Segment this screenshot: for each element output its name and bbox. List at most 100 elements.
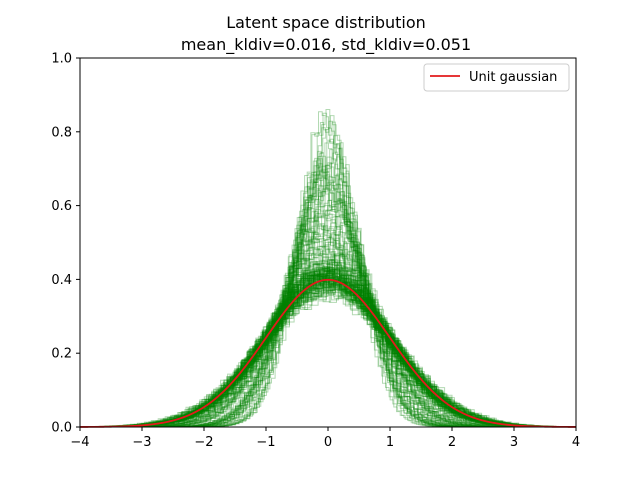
y-tick-label: 0.8 <box>51 125 72 140</box>
x-tick-label: 3 <box>510 435 518 450</box>
x-tick-label: −3 <box>132 435 151 450</box>
histogram-step <box>135 224 521 428</box>
histogram-step <box>120 225 523 428</box>
histogram-step <box>192 120 463 428</box>
legend: Unit gaussian <box>423 63 570 92</box>
x-tick-label: −4 <box>70 435 89 450</box>
histogram-step <box>79 279 577 428</box>
histogram-step <box>79 281 577 428</box>
x-axis: −4 −3 −2 −1 0 1 2 3 4 <box>70 427 580 450</box>
histogram-step <box>137 224 515 428</box>
histogram-step <box>79 275 577 428</box>
series-line-unit-gaussian <box>80 278 576 428</box>
histogram-step <box>127 232 526 428</box>
plot-area <box>79 57 577 428</box>
histogram-step <box>79 279 577 428</box>
histogram-step <box>82 267 575 428</box>
histogram-step <box>80 265 576 428</box>
histogram-step <box>79 290 577 428</box>
histogram-step <box>197 127 471 428</box>
y-tick-label: 0.6 <box>51 199 72 214</box>
histogram-step <box>183 149 474 428</box>
histogram-step <box>99 245 553 428</box>
histogram-step <box>127 232 529 428</box>
histogram-step <box>86 259 558 428</box>
histogram-step <box>178 162 477 428</box>
histogram-step <box>161 198 491 428</box>
x-tick-label: 2 <box>448 435 456 450</box>
histogram-step <box>117 241 556 428</box>
histogram-step <box>117 245 545 428</box>
histogram-step <box>164 156 473 428</box>
histogram-step <box>79 284 577 428</box>
histogram-step <box>79 277 576 428</box>
histogram-step <box>80 268 573 428</box>
histogram-step <box>115 243 554 428</box>
histogram-step <box>132 222 528 428</box>
histogram-step <box>191 138 478 428</box>
histogram-step <box>79 280 577 428</box>
histogram-step <box>79 276 577 428</box>
histogram-step <box>79 274 577 428</box>
chart-subtitle: mean_kldiv=0.016, std_kldiv=0.051 <box>181 35 471 55</box>
x-tick-label: 0 <box>324 435 332 450</box>
histogram-step <box>80 274 576 428</box>
histogram-step <box>107 256 562 428</box>
histogram-step <box>84 265 576 428</box>
histogram-step <box>79 287 577 428</box>
y-tick-label: 1.0 <box>51 52 72 67</box>
histogram-group <box>79 109 577 428</box>
histogram-step <box>82 269 563 428</box>
histogram-step <box>194 143 479 428</box>
histogram-step <box>90 264 576 428</box>
histogram-step <box>151 205 513 428</box>
x-tick-label: −2 <box>194 435 213 450</box>
histogram-step <box>108 246 533 428</box>
x-tick-label: −1 <box>256 435 275 450</box>
histogram-step <box>118 239 542 428</box>
histogram-step <box>137 220 516 428</box>
histogram-step <box>132 233 526 428</box>
histogram-step <box>80 267 576 428</box>
histogram-step <box>101 255 564 428</box>
histogram-step <box>186 109 466 428</box>
histogram-step <box>79 275 577 428</box>
histogram-step <box>197 116 454 428</box>
histogram-step <box>198 112 456 428</box>
histogram-step <box>89 266 570 428</box>
histogram-step <box>86 261 573 428</box>
histogram-step <box>80 269 574 428</box>
y-axis: 0.0 0.2 0.4 0.6 0.8 1.0 <box>51 52 80 436</box>
histogram-step <box>79 283 577 428</box>
histogram-step <box>165 189 503 428</box>
histogram-step <box>86 260 570 428</box>
histogram-step <box>149 214 503 428</box>
histogram-step <box>79 287 577 428</box>
histogram-step <box>79 284 577 428</box>
histogram-step <box>79 288 577 428</box>
histogram-step <box>171 174 488 428</box>
histogram-step <box>113 237 544 428</box>
histogram-step <box>150 208 495 428</box>
histogram-step <box>151 185 492 428</box>
histogram-step <box>80 278 577 428</box>
histogram-step <box>93 255 568 428</box>
histogram-step <box>160 211 512 428</box>
histogram-step <box>148 192 502 428</box>
histogram-step <box>79 286 577 428</box>
y-tick-label: 0.0 <box>51 421 72 436</box>
histogram-step <box>79 291 577 428</box>
histogram-step <box>169 159 477 428</box>
histogram-step <box>94 253 568 428</box>
histogram-step <box>109 241 543 428</box>
histogram-step <box>198 122 459 428</box>
y-tick-label: 0.2 <box>51 347 72 362</box>
histogram-step <box>79 277 577 428</box>
histogram-step <box>80 264 576 428</box>
histogram-step <box>165 171 498 428</box>
histogram-step <box>124 216 515 428</box>
x-tick-label: 4 <box>572 435 580 450</box>
histogram-step <box>79 276 577 428</box>
histogram-step <box>153 200 507 428</box>
